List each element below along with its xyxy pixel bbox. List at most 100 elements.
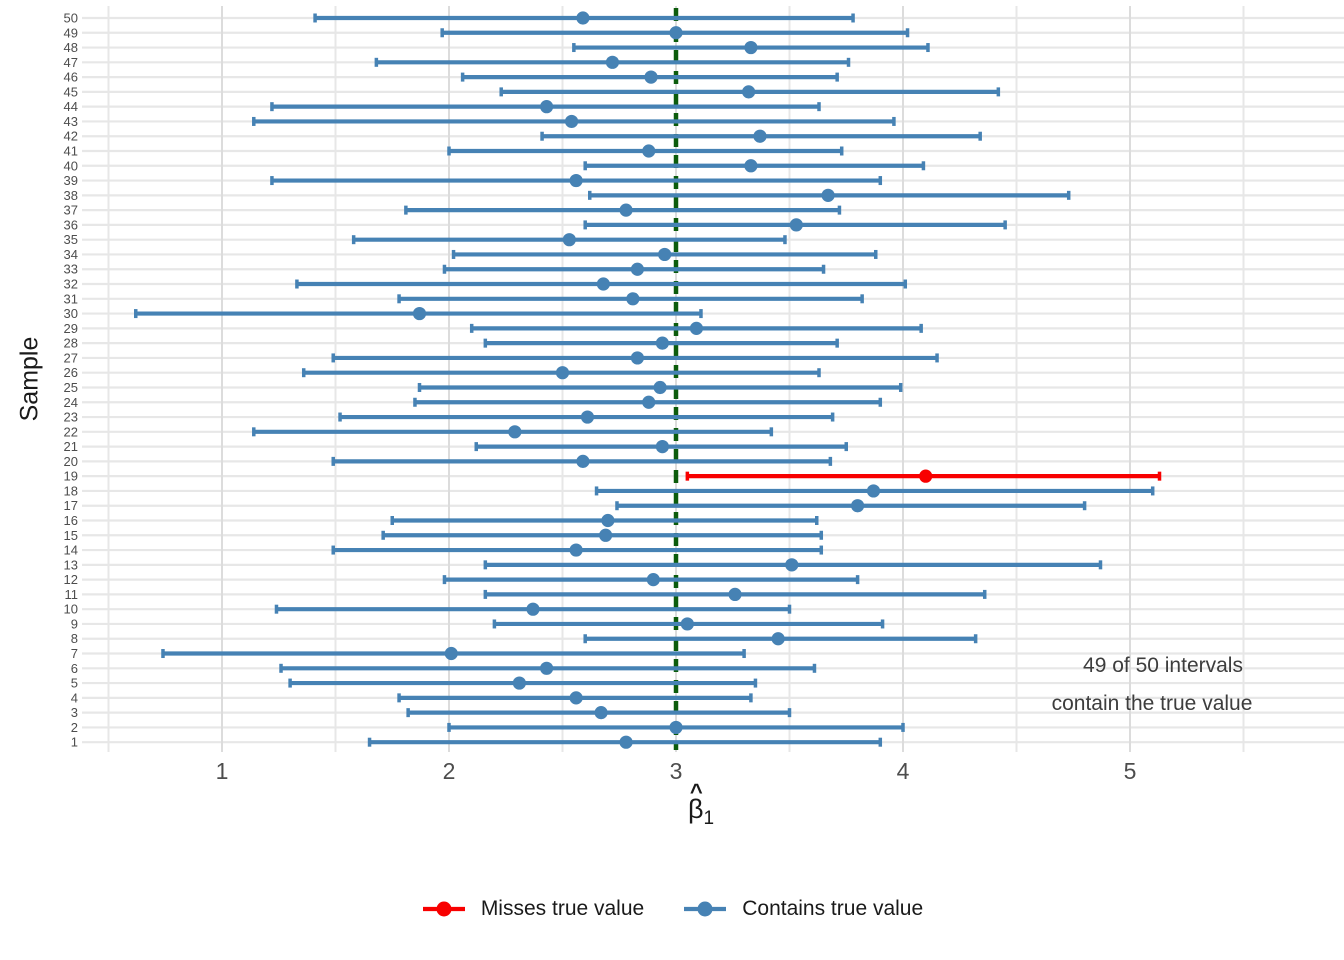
point-estimate-dot <box>512 676 526 690</box>
point-estimate-dot <box>576 454 590 468</box>
y-tick-label: 5 <box>71 676 78 691</box>
y-tick-label: 38 <box>64 188 78 203</box>
point-estimate-dot <box>562 233 576 247</box>
x-tick-label: 4 <box>897 758 910 784</box>
point-estimate-dot <box>680 617 694 631</box>
y-tick-label: 33 <box>64 262 78 277</box>
x-axis-title: ^ β1 <box>688 779 714 830</box>
y-tick-label: 11 <box>65 587 79 602</box>
point-estimate-dot <box>580 410 595 424</box>
point-estimate-dot <box>540 100 554 114</box>
y-tick-label: 20 <box>64 454 78 469</box>
y-tick-label: 8 <box>71 631 78 646</box>
point-estimate-dot <box>785 558 799 572</box>
point-estimate-dot <box>866 484 881 498</box>
point-estimate-dot <box>644 70 658 84</box>
point-estimate-dot <box>646 573 660 587</box>
annotation-count-2: contain the true value <box>1051 692 1253 715</box>
y-tick-label: 22 <box>64 424 78 439</box>
point-estimate-dot <box>626 292 640 306</box>
y-tick-label: 10 <box>64 602 78 617</box>
x-tick-label: 2 <box>443 758 456 784</box>
y-tick-label: 1 <box>71 735 78 750</box>
point-estimate-dot <box>744 159 758 173</box>
y-tick-label: 13 <box>64 557 78 572</box>
y-tick-label: 47 <box>64 55 78 70</box>
point-estimate-dot <box>412 306 427 321</box>
y-tick-label: 37 <box>64 203 78 218</box>
point-estimate-dot <box>540 661 554 675</box>
y-tick-label: 40 <box>64 158 78 173</box>
annotation-count: 49 of 50 intervals <box>1083 654 1243 677</box>
point-estimate-dot <box>564 114 579 129</box>
y-tick-label: 6 <box>71 661 78 676</box>
y-tick-label: 19 <box>64 469 78 484</box>
point-estimate-dot <box>630 262 645 276</box>
y-tick-label: 26 <box>64 365 78 380</box>
y-tick-label: 15 <box>64 528 78 543</box>
y-tick-label: 17 <box>64 498 78 513</box>
point-estimate-dot <box>599 528 613 542</box>
point-estimate-dot <box>619 735 633 749</box>
y-tick-label: 12 <box>64 572 78 587</box>
y-tick-label: 14 <box>64 543 78 558</box>
y-tick-label: 21 <box>64 439 78 454</box>
point-estimate-dot <box>526 602 540 616</box>
y-tick-label: 31 <box>64 291 78 306</box>
point-estimate-dot <box>744 40 758 55</box>
legend-label-contains: Contains true value <box>742 897 924 920</box>
y-tick-label: 23 <box>64 410 78 425</box>
y-tick-label: 50 <box>64 10 78 25</box>
point-estimate-dot <box>569 173 583 188</box>
point-estimate-dot <box>601 513 615 528</box>
point-estimate-dot <box>605 55 620 69</box>
x-tick-label: 5 <box>1124 758 1137 784</box>
y-tick-label: 7 <box>71 646 78 661</box>
y-tick-label: 42 <box>64 129 78 144</box>
y-tick-label: 24 <box>64 395 78 410</box>
y-axis-title: Sample <box>15 336 44 422</box>
y-tick-label: 2 <box>71 720 78 735</box>
y-tick-label: 32 <box>64 277 78 292</box>
point-estimate-dot <box>919 469 933 483</box>
point-estimate-dot <box>596 277 610 291</box>
legend-item-contains: Contains true value <box>682 897 923 921</box>
y-tick-label: 34 <box>64 247 78 262</box>
legend-item-misses: Misses true value <box>421 897 644 921</box>
point-estimate-dot <box>576 11 590 25</box>
legend: Misses true value Contains true value <box>0 890 1344 928</box>
x-tick-label: 1 <box>216 758 229 784</box>
x-tick-label: 3 <box>670 758 683 784</box>
point-estimate-dot <box>669 720 683 735</box>
point-estimate-dot <box>753 129 767 143</box>
y-tick-label: 28 <box>64 336 78 351</box>
point-estimate-dot <box>851 499 865 513</box>
point-estimate-dot <box>642 395 656 409</box>
y-tick-label: 49 <box>64 25 78 40</box>
point-estimate-dot <box>444 646 458 661</box>
point-estimate-dot <box>594 706 608 720</box>
y-tick-label: 16 <box>64 513 78 528</box>
point-estimate-dot <box>742 85 756 99</box>
point-estimate-dot <box>658 247 672 262</box>
point-estimate-dot <box>653 380 667 395</box>
point-estimate-dot <box>728 587 742 602</box>
legend-label-misses: Misses true value <box>480 897 645 920</box>
y-tick-label: 25 <box>64 380 78 395</box>
y-tick-label: 45 <box>64 84 78 99</box>
point-estimate-dot <box>508 425 522 439</box>
y-tick-label: 36 <box>64 217 78 232</box>
point-estimate-dot <box>669 26 683 40</box>
point-estimate-dot <box>555 366 570 380</box>
y-tick-label: 27 <box>64 350 78 365</box>
misses-key-icon <box>422 901 465 917</box>
point-estimate-dot <box>569 691 583 705</box>
y-tick-label: 41 <box>64 144 78 159</box>
y-tick-label: 29 <box>64 321 78 336</box>
beta-hat-accent: ^ <box>689 779 703 804</box>
point-estimate-dot <box>821 188 835 202</box>
y-tick-label: 18 <box>64 483 78 498</box>
y-tick-label: 44 <box>64 99 78 114</box>
point-estimate-dot <box>689 321 704 335</box>
